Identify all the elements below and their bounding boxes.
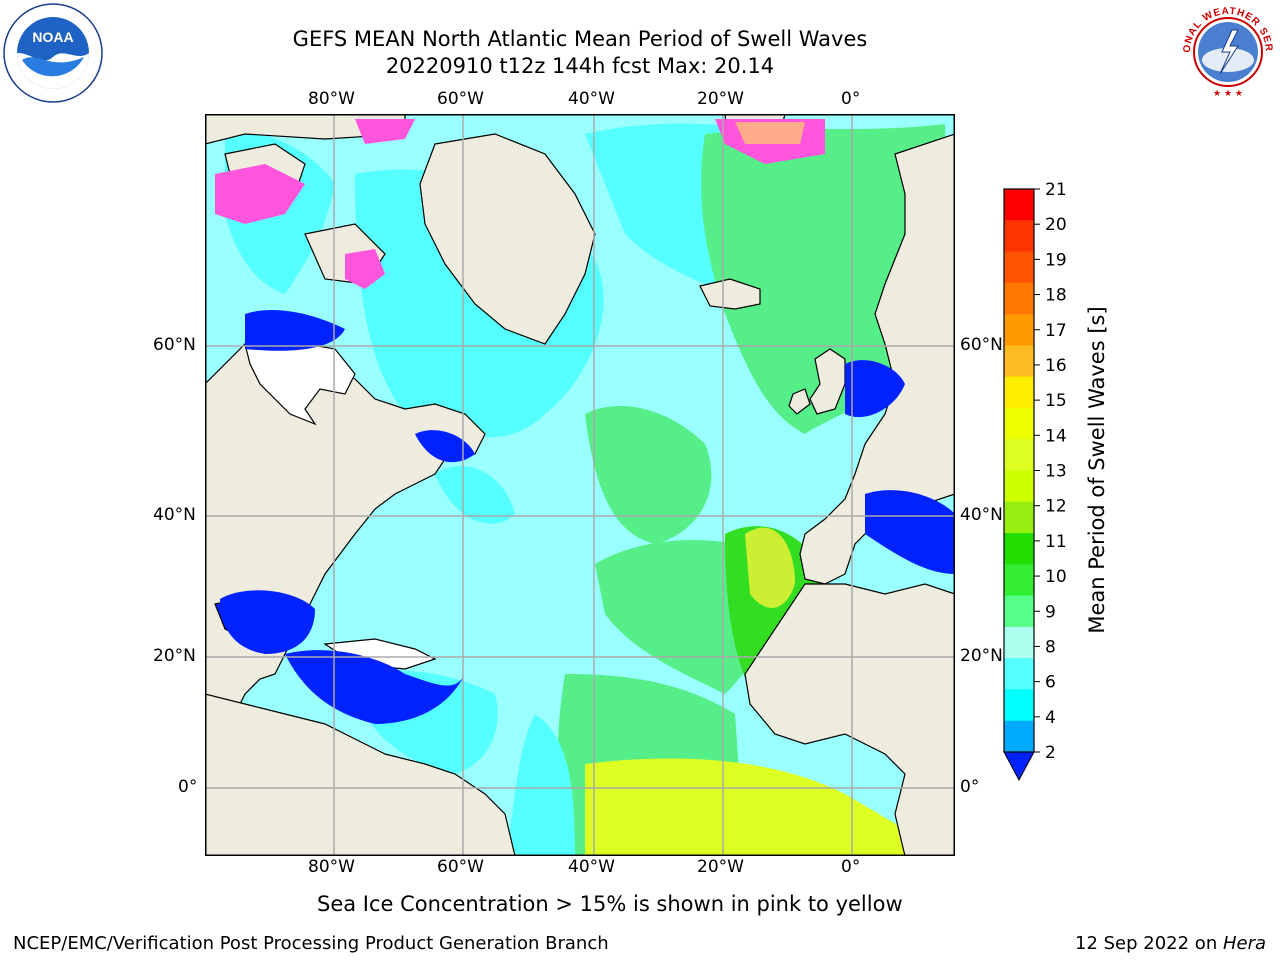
colorbar-swatch [1004, 251, 1034, 284]
colorbar-tick-label: 15 [1045, 391, 1067, 411]
sea-ice-high [735, 122, 805, 144]
lon-label-0-bottom: 0° [841, 857, 861, 877]
lon-label-20w-bottom: 20°W [697, 857, 744, 877]
sea-ice-regions [215, 119, 825, 289]
lat-label-60n-right: 60°N [960, 335, 1003, 355]
colorbar-swatch [1004, 501, 1034, 534]
colorbar-tick-label: 19 [1045, 250, 1067, 270]
colorbar-swatch [1004, 720, 1034, 753]
lon-label-40w-bottom: 40°W [568, 857, 615, 877]
colorbar-swatch [1004, 689, 1034, 722]
lon-label-20w-top: 20°W [697, 89, 744, 109]
colorbar-tick-label: 21 [1045, 180, 1067, 200]
sea-ice-caption: Sea Ice Concentration > 15% is shown in … [317, 892, 903, 916]
colorbar-tick-label: 17 [1045, 321, 1067, 341]
lat-label-60n-left: 60°N [153, 335, 196, 355]
colorbar-swatch [1004, 345, 1034, 378]
colorbar-swatch [1004, 189, 1034, 221]
noaa-logo-text: NOAA [32, 29, 73, 45]
colorbar-tick-label: 13 [1045, 462, 1067, 482]
colorbar-swatch [1004, 439, 1034, 471]
colorbar-tick-label: 12 [1045, 497, 1067, 517]
colorbar-swatch [1004, 470, 1034, 503]
lat-label-40n-left: 40°N [153, 505, 196, 525]
colorbar: 21 20 19 18 17 16 15 14 13 12 11 10 9 8 6 4 2 [1003, 180, 1067, 782]
colorbar-label: Mean Period of Swell Waves [s] [1085, 306, 1109, 634]
lon-label-0-top: 0° [841, 89, 861, 109]
colorbar-tick-label: 18 [1045, 286, 1067, 306]
graticule [205, 114, 955, 856]
colorbar-swatch [1004, 595, 1034, 628]
lon-label-80w-top: 80°W [308, 89, 355, 109]
lat-label-20n-left: 20°N [153, 646, 196, 666]
nws-logo: NATIONAL WEATHER SERVICE ★ ★ ★ [1176, 0, 1278, 102]
colorbar-ticks: 21 20 19 18 17 16 15 14 13 12 11 10 9 8 6 4 2 [1034, 180, 1067, 763]
noaa-logo: NOAA [3, 3, 103, 103]
colorbar-tick-label: 4 [1045, 708, 1056, 728]
low-period-regions [220, 309, 955, 724]
colorbar-swatch [1004, 407, 1034, 440]
svg-text:★ ★ ★: ★ ★ ★ [1213, 89, 1243, 99]
colorbar-swatches [1004, 189, 1034, 753]
colorbar-tick-label: 11 [1045, 532, 1067, 552]
colorbar-extend-triangle [1003, 751, 1035, 782]
colorbar-swatch [1004, 626, 1034, 659]
colorbar-tick-label: 16 [1045, 356, 1067, 376]
footer-host: Hera [1222, 933, 1266, 954]
lon-label-60w-top: 60°W [437, 89, 484, 109]
colorbar-tick-label: 20 [1045, 215, 1067, 235]
colorbar-tick-label: 10 [1045, 567, 1067, 587]
colorbar-swatch [1004, 533, 1034, 565]
colorbar-swatch [1004, 314, 1034, 346]
chart-title: GEFS MEAN North Atlantic Mean Period of … [292, 27, 868, 51]
colorbar-tick-label: 2 [1045, 743, 1056, 763]
lon-label-60w-bottom: 60°W [437, 857, 484, 877]
colorbar-tick-label: 8 [1045, 637, 1056, 657]
footer-date: 12 Sep 2022 on Hera [1075, 933, 1266, 954]
footer-date-text: 12 Sep 2022 on [1075, 933, 1223, 954]
colorbar-swatch [1004, 376, 1034, 409]
lat-label-0-right: 0° [960, 777, 980, 797]
footer-credit: NCEP/EMC/Verification Post Processing Pr… [13, 933, 609, 954]
colorbar-swatch [1004, 282, 1034, 315]
map-panel [205, 114, 955, 856]
colorbar-swatch [1004, 564, 1034, 597]
lon-label-40w-top: 40°W [568, 89, 615, 109]
colorbar-swatch [1004, 658, 1034, 690]
lat-label-20n-right: 20°N [960, 646, 1003, 666]
colorbar-swatch [1004, 220, 1034, 253]
lat-label-40n-right: 40°N [960, 505, 1003, 525]
colorbar-tick-label: 14 [1045, 426, 1067, 446]
chart-subtitle: 20220910 t12z 144h fcst Max: 20.14 [385, 54, 775, 78]
colorbar-tick-label: 6 [1045, 673, 1056, 693]
colorbar-tick-label: 9 [1045, 602, 1056, 622]
lat-label-0-left: 0° [178, 777, 198, 797]
map-frame [205, 114, 955, 856]
lon-label-80w-bottom: 80°W [308, 857, 355, 877]
